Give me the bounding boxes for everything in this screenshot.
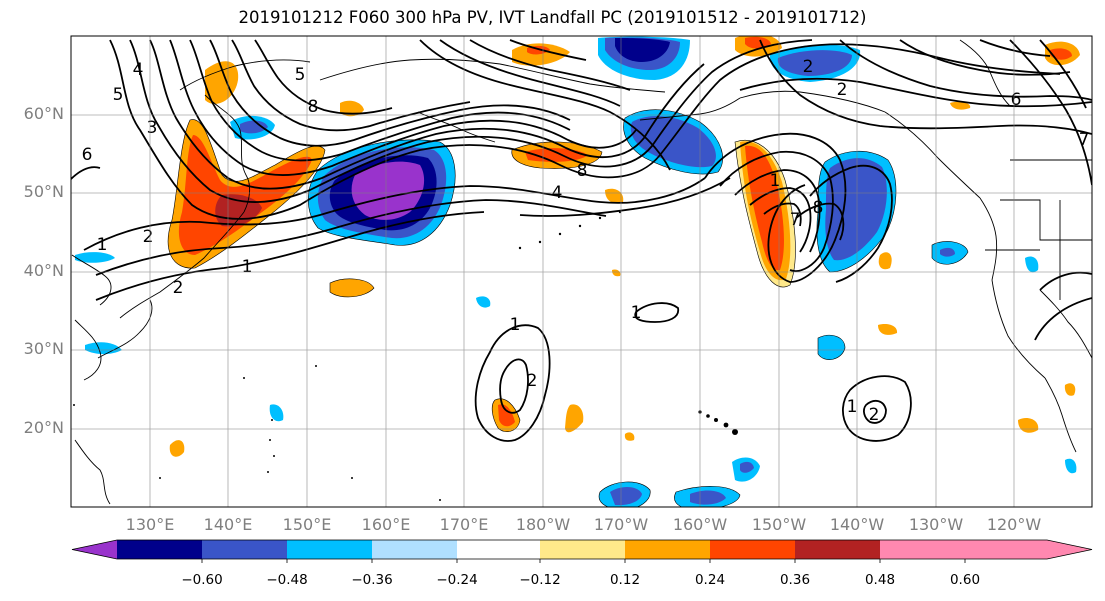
lon-label: 160°W — [672, 515, 728, 534]
contour-label: 7 — [1079, 130, 1090, 150]
colorbar-segment — [117, 540, 202, 559]
contour-label: 1 — [242, 257, 253, 277]
contour-label: 1 — [510, 315, 521, 335]
colorbar-tick-label: −0.24 — [436, 572, 478, 588]
contour-label: 2 — [803, 57, 814, 77]
lon-label: 130°W — [908, 515, 964, 534]
contour-label: 1 — [631, 303, 642, 323]
colorbar-segment — [372, 540, 457, 559]
colorbar-segment — [287, 540, 372, 559]
contour-label: 7 — [790, 210, 801, 230]
map-frame — [70, 35, 1093, 508]
map-background — [71, 36, 1092, 507]
contour-label-group: 5 8 3 6 4 2 1 2 8 4 2 6 7 1 8 7 2 1 1 2 … — [82, 57, 1090, 425]
lon-label: 160°E — [361, 515, 411, 534]
colorbar-tick-label: −0.12 — [519, 572, 561, 588]
lon-label: 130°E — [125, 515, 175, 534]
contour-label: 8 — [813, 198, 824, 218]
islands — [73, 210, 738, 501]
lat-label: 60°N — [23, 104, 64, 123]
contour-label: 5 — [113, 85, 124, 105]
contour-label: 8 — [577, 161, 588, 181]
contour-label: 2 — [173, 278, 184, 298]
lon-label: 180°W — [515, 515, 571, 534]
lat-label: 50°N — [23, 182, 64, 201]
colorbar-segment — [795, 540, 880, 559]
lon-label: 170°W — [593, 515, 649, 534]
colorbar-segment — [457, 540, 540, 559]
colorbar-tick-label: −0.60 — [181, 572, 223, 588]
lon-label: 140°W — [829, 515, 885, 534]
colorbar-segment — [540, 540, 625, 559]
contour-label: 6 — [82, 145, 93, 165]
colorbar-segment — [880, 540, 1092, 559]
colorbar-segment — [710, 540, 795, 559]
colorbar-tick-label: 0.36 — [779, 572, 811, 588]
colorbar-tick-label: 0.48 — [864, 572, 896, 588]
lon-label: 150°W — [751, 515, 807, 534]
lat-label: 40°N — [23, 261, 64, 280]
contour-label: 5 — [295, 65, 306, 85]
colorbar-outline — [71, 539, 1093, 560]
lon-label: 120°W — [986, 515, 1042, 534]
contour-label: 2 — [869, 405, 880, 425]
gridlines — [71, 36, 1092, 507]
plot-title: 2019101212 F060 300 hPa PV, IVT Landfall… — [238, 8, 867, 27]
colorbar-tick-label: 0.24 — [694, 572, 726, 588]
colorbar-tick-label: −0.48 — [266, 572, 308, 588]
colorbar-tick-label: −0.36 — [351, 572, 393, 588]
contour-label: 8 — [308, 97, 319, 117]
contour-label: 1 — [97, 235, 108, 255]
contour-label: 1 — [770, 171, 781, 191]
colorbar-tick-label: 0.12 — [609, 572, 641, 588]
colorbar-segment — [72, 540, 117, 559]
contour-label: 2 — [143, 227, 154, 247]
lon-label: 170°E — [439, 515, 489, 534]
lat-label: 20°N — [23, 418, 64, 437]
pv-contours — [71, 39, 1092, 442]
colorbar — [71, 539, 1093, 563]
colorbar-segment — [625, 540, 710, 559]
contour-label: 2 — [527, 371, 538, 391]
lon-label: 140°E — [203, 515, 253, 534]
contour-label: 4 — [133, 60, 144, 80]
contour-label: 2 — [837, 80, 848, 100]
contour-label: 1 — [847, 397, 858, 417]
contour-label: 6 — [1011, 90, 1022, 110]
colorbar-tick-label: 0.60 — [949, 572, 981, 588]
colorbar-ticks — [201, 559, 966, 563]
lon-label: 150°E — [282, 515, 332, 534]
lat-label: 30°N — [23, 339, 64, 358]
contour-label: 3 — [147, 118, 158, 138]
colorbar-segment — [202, 540, 287, 559]
